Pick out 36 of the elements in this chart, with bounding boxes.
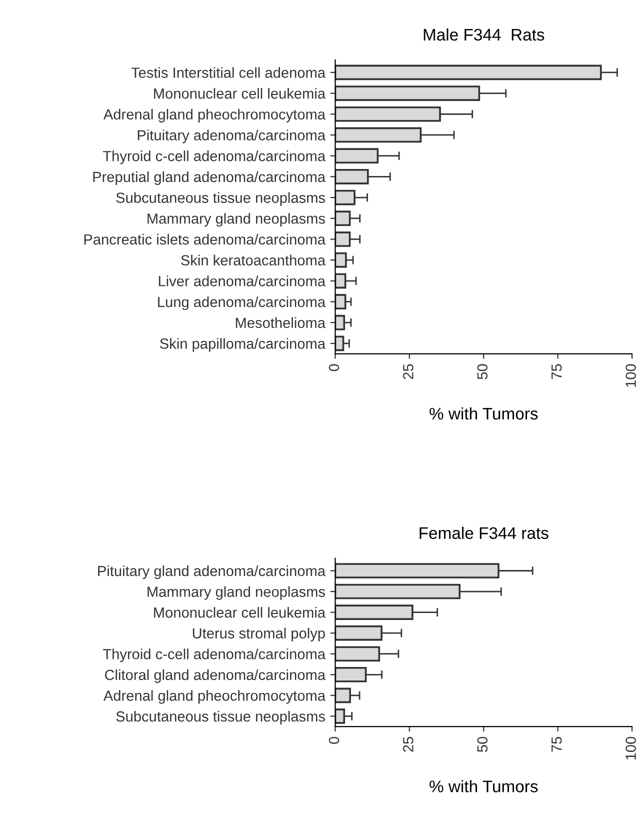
y-tick-label: Preputial gland adenoma/carcinoma	[93, 171, 326, 185]
y-tick-label: Mononuclear cell leukemia	[154, 607, 326, 618]
y-tick-label: Clitoral gland adenoma/carcinoma	[104, 669, 326, 683]
x-tick-label: 100	[626, 736, 636, 760]
y-tick-label: Lung adenoma/carcinoma	[158, 296, 326, 310]
y-tick-label: Liver adenoma/carcinoma	[158, 276, 326, 286]
y-tick-label: Mammary gland neoplasms	[148, 586, 326, 600]
x-tick-label: 25	[403, 736, 414, 752]
y-tick-label: Thyroid c-cell adenoma/carcinoma	[102, 150, 326, 164]
y-tick-label: Adrenal gland pheochromocytoma	[103, 690, 326, 704]
x-tick-label: 50	[477, 364, 488, 380]
y-tick-label: Pancreatic islets adenoma/carcinoma	[84, 234, 326, 245]
x-axis-title: % with Tumors	[430, 407, 538, 420]
x-tick-label: 0	[328, 364, 340, 372]
y-tick-label: Adrenal gland pheochromocytoma	[103, 108, 326, 122]
y-tick-label: Mesothelioma	[236, 317, 326, 328]
x-tick-label: 100	[626, 364, 636, 387]
chart-title: Female F344 rats	[420, 526, 548, 539]
y-tick-label: Skin papilloma/carcinoma	[160, 338, 326, 352]
y-tick-label: Uterus stromal polyp	[192, 628, 325, 642]
y-tick-label: Pituitary gland adenoma/carcinoma	[98, 565, 326, 580]
x-tick-label: 25	[403, 364, 414, 380]
y-tick-label: Skin keratoacanthoma	[181, 254, 326, 266]
y-tick-label: Pituitary adenoma/carcinoma	[138, 130, 326, 144]
y-tick-label: Subcutaneous tissue neoplasms	[116, 192, 326, 206]
x-tick-label: 0	[328, 736, 340, 744]
chart-title: Male F344 Rats	[424, 28, 544, 41]
y-tick-label: Subcutaneous tissue neoplasms	[116, 710, 326, 725]
y-tick-label: Mammary gland neoplasms	[148, 213, 326, 227]
y-tick-label: Testis Interstitial cell adenoma	[131, 67, 326, 78]
y-tick-label: Thyroid c-cell adenoma/carcinoma	[102, 648, 326, 662]
x-tick-label: 50	[477, 736, 488, 752]
y-tick-label: Mononuclear cell leukemia	[154, 88, 326, 99]
x-tick-label: 75	[552, 364, 562, 380]
x-axis-title: % with Tumors	[430, 780, 538, 792]
x-tick-label: 75	[552, 736, 562, 752]
